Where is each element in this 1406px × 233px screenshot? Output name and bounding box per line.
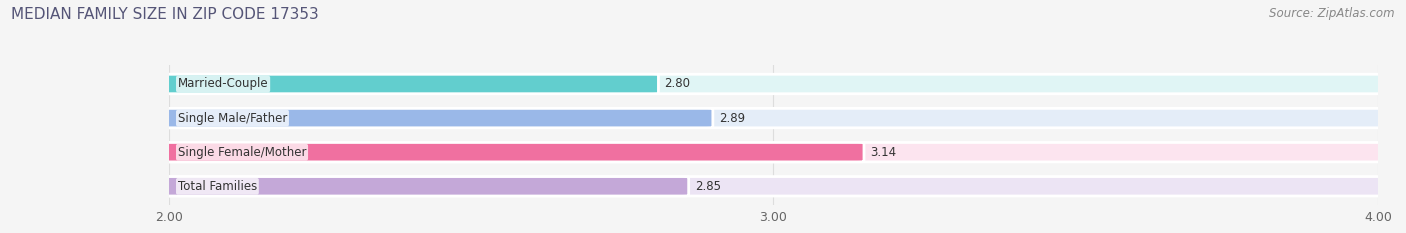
Text: 2.89: 2.89 bbox=[718, 112, 745, 125]
Text: MEDIAN FAMILY SIZE IN ZIP CODE 17353: MEDIAN FAMILY SIZE IN ZIP CODE 17353 bbox=[11, 7, 319, 22]
FancyBboxPatch shape bbox=[163, 177, 1384, 196]
Text: 2.80: 2.80 bbox=[665, 78, 690, 90]
FancyBboxPatch shape bbox=[163, 142, 1384, 162]
Text: 3.14: 3.14 bbox=[870, 146, 896, 159]
FancyBboxPatch shape bbox=[163, 142, 863, 162]
FancyBboxPatch shape bbox=[163, 74, 1384, 94]
Text: Single Female/Mother: Single Female/Mother bbox=[177, 146, 307, 159]
Text: Single Male/Father: Single Male/Father bbox=[177, 112, 287, 125]
FancyBboxPatch shape bbox=[163, 74, 658, 94]
FancyBboxPatch shape bbox=[163, 108, 1384, 128]
Text: Source: ZipAtlas.com: Source: ZipAtlas.com bbox=[1270, 7, 1395, 20]
FancyBboxPatch shape bbox=[163, 108, 713, 128]
FancyBboxPatch shape bbox=[163, 177, 689, 196]
Text: 2.85: 2.85 bbox=[695, 180, 721, 193]
Text: Total Families: Total Families bbox=[177, 180, 257, 193]
Text: Married-Couple: Married-Couple bbox=[177, 78, 269, 90]
